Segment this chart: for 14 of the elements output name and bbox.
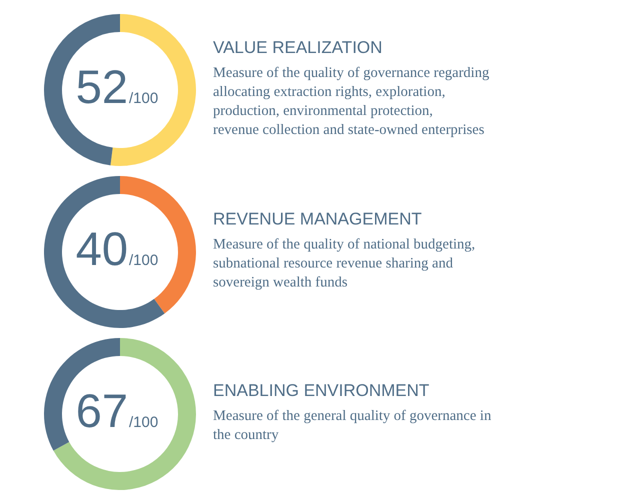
text: /100 — [129, 414, 158, 431]
text: 52 — [76, 60, 128, 113]
text: REVENUE MANAGEMENT — [213, 210, 422, 228]
text: /100 — [129, 252, 158, 269]
text: Measure of the quality of governance regarding allocating extraction rights, exploration, production, environmental protection, revenue collection and state-owned enterprises — [213, 65, 490, 138]
text: Measure of the general quality of governance in the country — [213, 408, 492, 443]
text: ENABLING ENVIRONMENT — [213, 381, 430, 400]
text: /100 — [129, 90, 158, 107]
text: 67 — [76, 384, 128, 437]
text: VALUE REALIZATION — [213, 38, 382, 57]
text: 40 — [76, 222, 128, 275]
donut-slice — [53, 338, 196, 490]
text: Measure of the quality of national budgeting, subnational resource revenue sharing and sovereign wealth funds — [213, 236, 476, 290]
donut-slice — [44, 176, 165, 328]
